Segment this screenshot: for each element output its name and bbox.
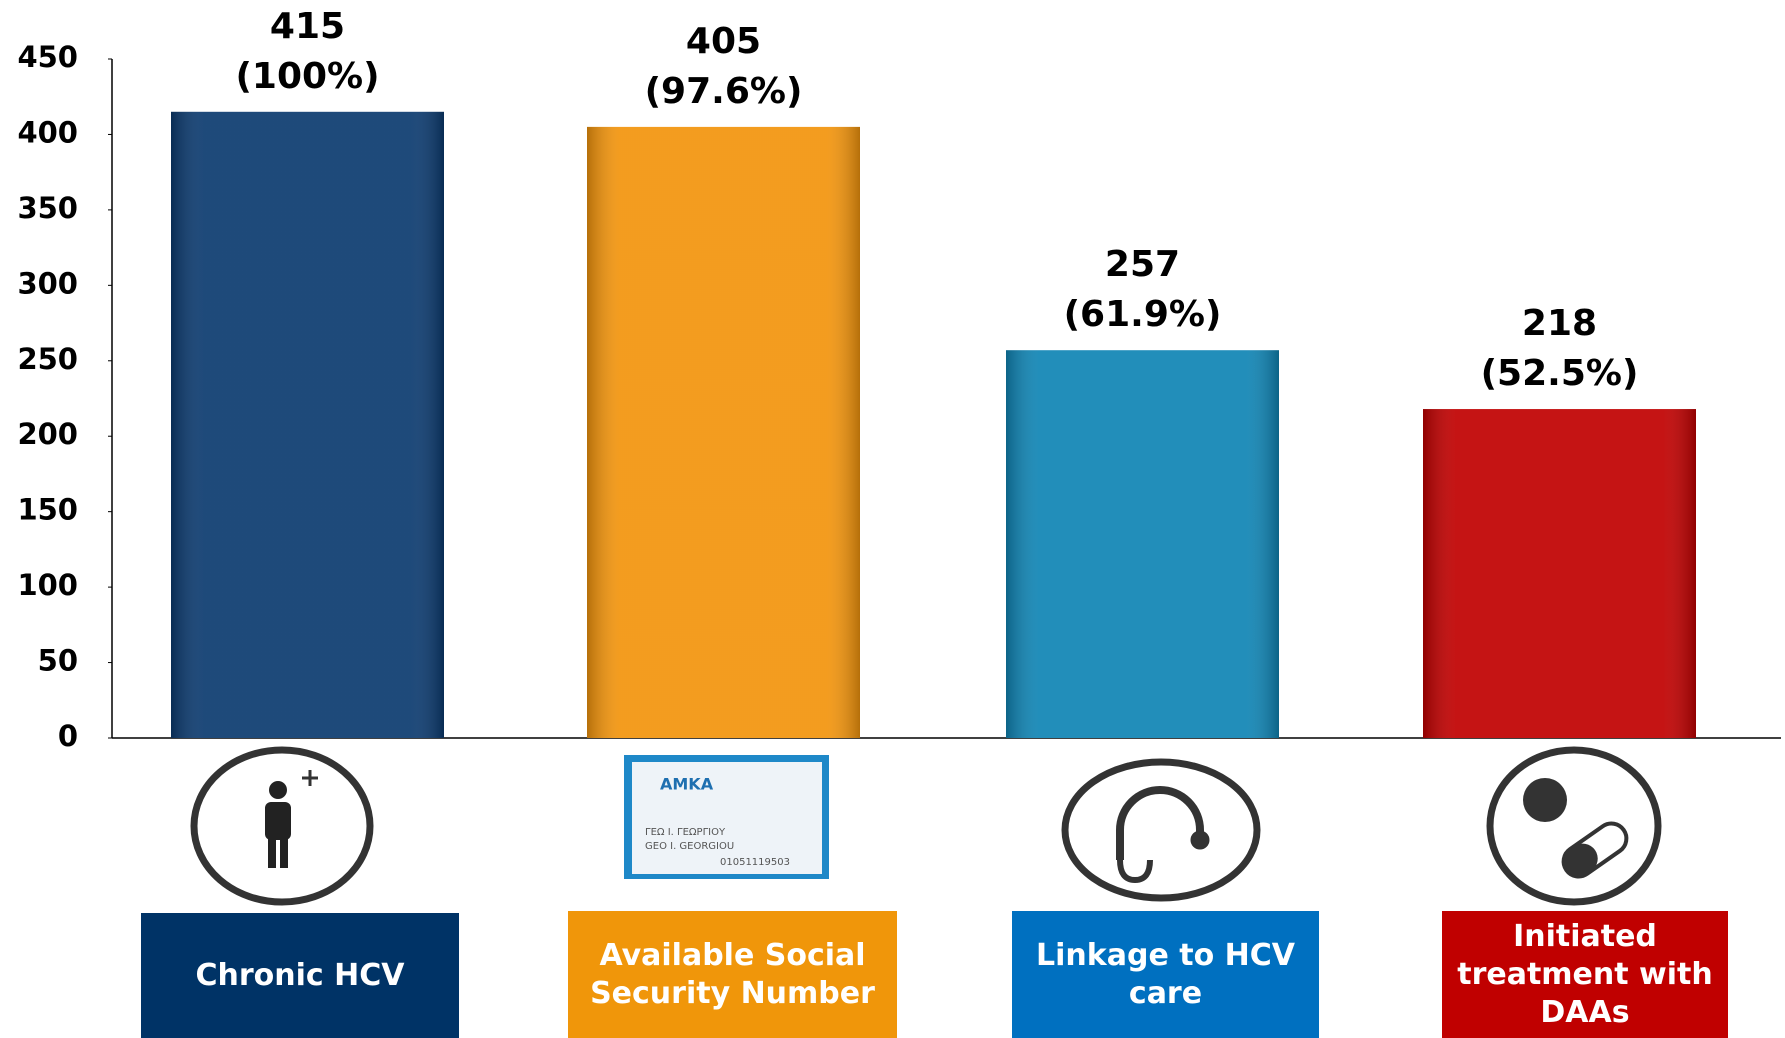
card-text: 01051119503 [720, 857, 790, 868]
card-text: AMKA [660, 775, 714, 794]
y-tick-label: 150 [17, 493, 78, 527]
icon-card: AMKA ΓΕΩ Ι. ΓΕΩΡΓΙΟΥ GEO I. GEORGIOU 010… [624, 755, 829, 879]
y-tick-label: 300 [17, 266, 78, 300]
bar-shade [1423, 409, 1696, 738]
percent-label: (100%) [235, 56, 379, 97]
category-label: Initiated treatment with DAAs [1442, 911, 1728, 1038]
icon-stethoscope [1065, 762, 1257, 898]
chart: AMKA ΓΕΩ Ι. ΓΕΩΡΓΙΟΥ GEO I. GEORGIOU 010… [0, 0, 1785, 1038]
percent-label: (97.6%) [645, 71, 803, 112]
bar-shade [587, 127, 860, 738]
y-tick-label: 200 [17, 417, 78, 451]
y-tick-label: 50 [38, 644, 78, 678]
category-label: Linkage to HCV care [1012, 911, 1319, 1038]
category-label: Available Social Security Number [568, 911, 897, 1038]
bar-shade [171, 112, 444, 738]
y-tick-label: 250 [17, 342, 78, 376]
category-label: Chronic HCV [141, 913, 459, 1038]
y-tick-label: 400 [17, 115, 78, 149]
card-text: ΓΕΩ Ι. ΓΕΩΡΓΙΟΥ [645, 827, 726, 838]
value-label: 415 [270, 6, 345, 47]
y-tick-label: 0 [58, 719, 78, 753]
value-label: 218 [1522, 303, 1597, 344]
card-text: GEO I. GEORGIOU [645, 841, 734, 852]
page: AMKA ΓΕΩ Ι. ΓΕΩΡΓΙΟΥ GEO I. GEORGIOU 010… [0, 0, 1785, 1038]
bar-shade [1006, 350, 1279, 738]
y-tick-label: 350 [17, 191, 78, 225]
value-label: 257 [1105, 244, 1180, 285]
y-tick-label: 450 [17, 40, 78, 74]
value-label: 405 [686, 21, 761, 62]
icon-patient [194, 750, 370, 902]
y-tick-label: 100 [17, 568, 78, 602]
percent-label: (52.5%) [1481, 353, 1639, 394]
icon-pills [1490, 750, 1658, 902]
percent-label: (61.9%) [1064, 294, 1222, 335]
